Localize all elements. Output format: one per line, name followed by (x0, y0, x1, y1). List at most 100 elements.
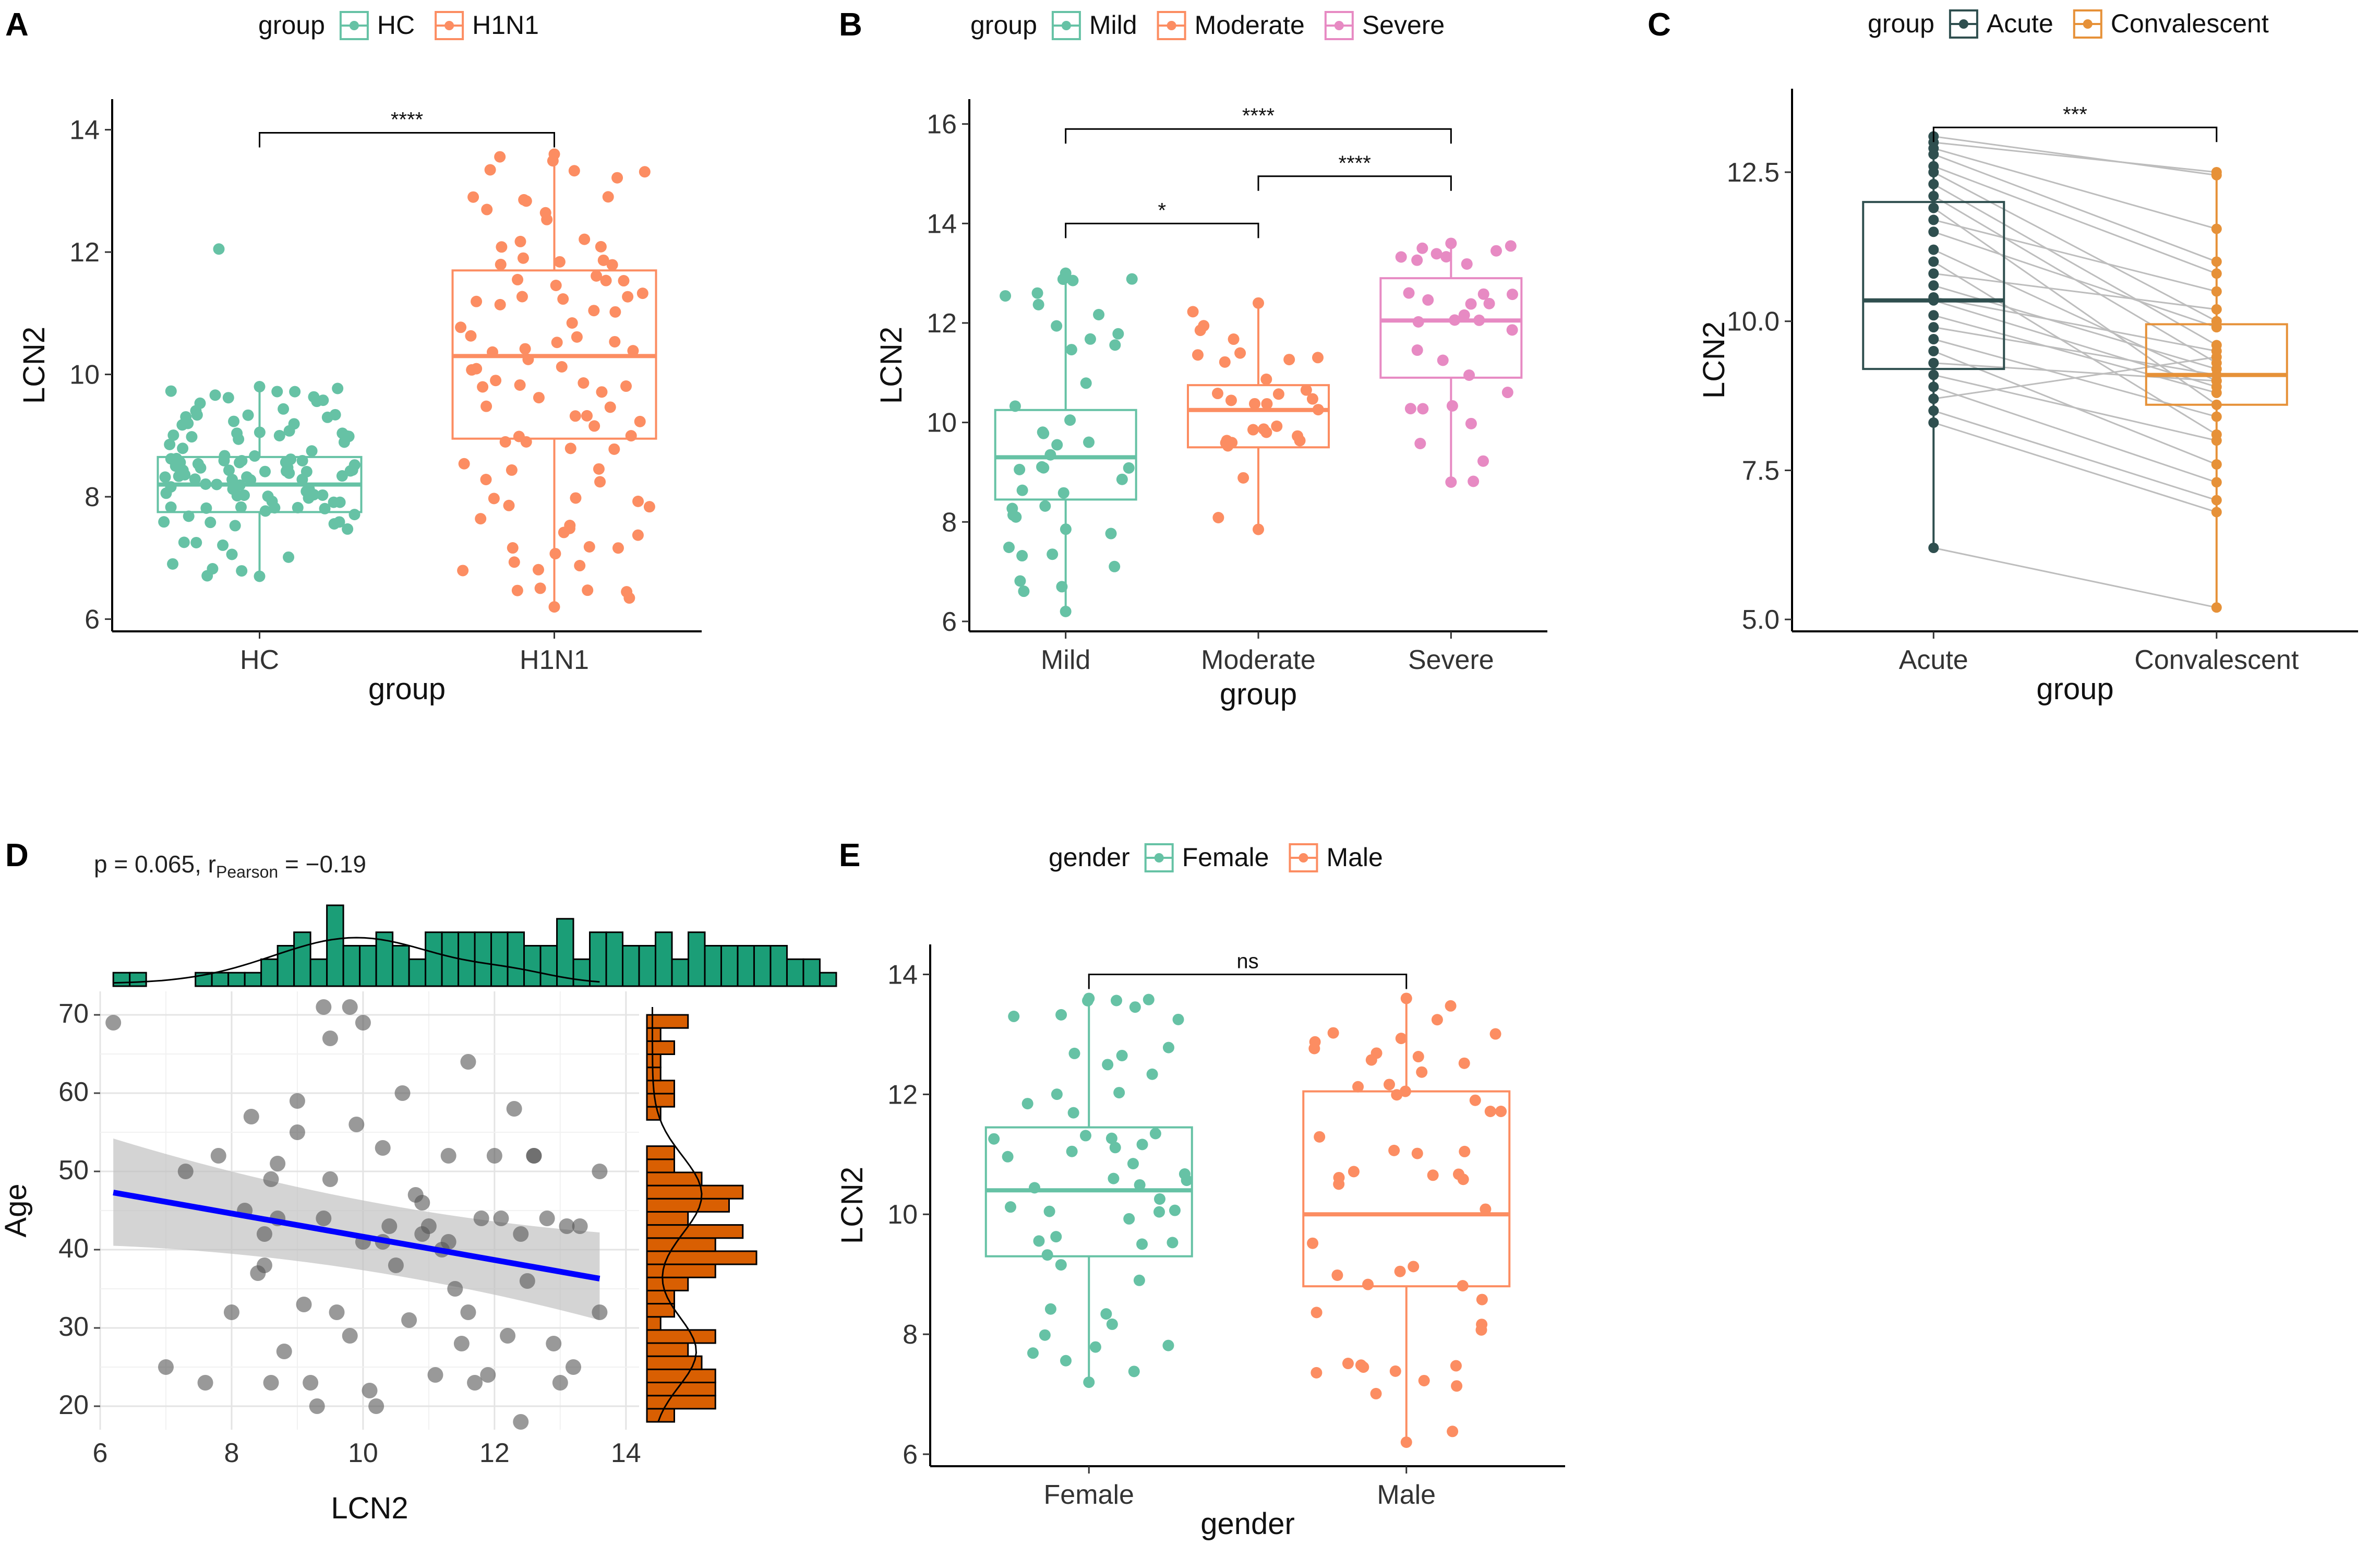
panel-a-point-hc (259, 505, 271, 517)
panel-b-point-moderate (1312, 352, 1324, 364)
panel-a-point-h1n1 (494, 298, 506, 310)
panel-d-right-hist-bar (646, 1093, 675, 1108)
panel-e-point-male (1451, 1380, 1463, 1392)
panel-a-legend-dot-hc (349, 21, 359, 30)
panel-d-top-hist-bar (654, 931, 673, 987)
panel-b-y-tick-label: 12 (927, 308, 957, 339)
panel-d-top-hist-bar (539, 945, 558, 987)
panel-c-point-convalescent (2211, 459, 2222, 470)
panel-c-point-acute (1928, 357, 1939, 368)
panel-b-point-mild (1016, 484, 1028, 496)
panel-d-scatter-point (566, 1359, 582, 1375)
panel-b-point-moderate (1261, 398, 1273, 410)
panel-b-point-mild (1032, 298, 1044, 310)
panel-b-point-mild (1060, 267, 1072, 279)
panel-e-point-female (1179, 1168, 1191, 1180)
panel-d-scatter-point (460, 1304, 476, 1320)
panel-b-legend-dot-mild (1061, 21, 1071, 30)
panel-d-top-hist-bar (392, 945, 410, 987)
panel-d-scatter-point (342, 1328, 358, 1344)
panel-a-point-h1n1 (596, 386, 608, 398)
panel-b-point-severe (1411, 344, 1423, 356)
panel-a-point-hc (296, 454, 308, 466)
panel-e-point-male (1355, 1359, 1367, 1371)
panel-d-top-hist-bar (523, 945, 542, 987)
panel-e-point-female (1067, 1107, 1079, 1119)
panel-letter-a: A (5, 7, 29, 43)
panel-a-y-axis-title: LCN2 (17, 327, 51, 404)
panel-e-point-female (1162, 1041, 1174, 1053)
panel-d-scatter-point (256, 1226, 272, 1242)
panel-a-point-hc (190, 536, 202, 548)
panel-e-point-male (1399, 1085, 1411, 1097)
panel-d-x-tick-label: 14 (611, 1438, 641, 1468)
panel-b-point-severe (1463, 369, 1475, 381)
panel-b-point-mild (1014, 463, 1026, 475)
panel-b-point-moderate (1300, 384, 1312, 396)
panel-b-point-moderate (1221, 435, 1233, 447)
panel-a-point-h1n1 (582, 584, 594, 596)
panel-b-point-moderate (1283, 354, 1295, 366)
panel-a-point-h1n1 (503, 499, 515, 511)
panel-d-scatter-point (197, 1375, 213, 1391)
panel-b-point-severe (1465, 417, 1477, 429)
panel-b-point-severe (1477, 288, 1489, 300)
panel-a-point-hc (223, 464, 235, 476)
panel-b-point-severe (1431, 248, 1443, 260)
panel-a-point-h1n1 (496, 241, 508, 253)
panel-b-point-mild (1123, 462, 1135, 474)
panel-d-right-hist-bar (646, 1237, 716, 1252)
panel-b-point-mild (1036, 461, 1048, 473)
panel-d-top-hist-bar (326, 904, 344, 987)
panel-d-right-hist-bar (646, 1250, 758, 1265)
panel-e-point-male (1391, 1089, 1403, 1101)
panel-b-point-moderate (1237, 472, 1249, 484)
panel-b-legend-key-severe (1324, 11, 1354, 40)
panel-c-point-acute (1928, 167, 1939, 177)
panel-d-scatter-point (480, 1367, 496, 1383)
panel-e-point-male (1342, 1358, 1354, 1370)
panel-d-scatter-point (243, 1109, 259, 1124)
panel-a-point-h1n1 (471, 295, 483, 307)
panel-e-point-female (1127, 1158, 1139, 1170)
panel-a-point-h1n1 (514, 235, 526, 247)
panel-a-point-hc (190, 405, 202, 417)
panel-d-chart: p = 0.065, rPearson = −0.19 6 8 10 12 14 20 30 4… (0, 851, 837, 1525)
panel-a-point-h1n1 (490, 375, 502, 387)
panel-e-point-male (1431, 1014, 1443, 1026)
panel-a-point-hc (183, 510, 195, 522)
panel-a-point-h1n1 (484, 164, 496, 176)
panel-a-point-h1n1 (634, 415, 646, 427)
panel-b-point-mild (1084, 333, 1096, 345)
panel-a-point-h1n1 (622, 291, 634, 303)
panel-e-point-male (1489, 1028, 1501, 1040)
panel-a-point-hc (333, 516, 345, 528)
panel-e-point-female (1008, 1010, 1020, 1022)
panel-c-x-axis-title: group (2036, 672, 2113, 706)
panel-e-point-male (1388, 1144, 1400, 1156)
panel-c-point-convalescent (2211, 507, 2222, 518)
panel-letter-e: E (839, 837, 860, 873)
panel-d-y-axis-title: Age (0, 1183, 33, 1237)
panel-b-point-moderate (1187, 306, 1199, 318)
panel-c-point-acute (1928, 369, 1939, 380)
panel-letter-d: D (5, 837, 29, 873)
panel-b-box-mild (994, 409, 1137, 501)
panel-b-point-mild (1105, 528, 1117, 540)
panel-b-point-severe (1506, 324, 1518, 336)
panel-b-chart: group Mild Moderate Severe 6 8 10 12 14 16 Mild Mod… (874, 10, 1547, 711)
panel-a-point-h1n1 (571, 331, 583, 343)
panel-c-point-convalescent (2211, 256, 2222, 267)
panel-a-point-h1n1 (595, 241, 607, 253)
panel-e-point-male (1469, 1094, 1481, 1106)
panel-c-pair-line (1933, 362, 2217, 382)
panel-a-point-hc (158, 516, 170, 528)
panel-d-scatter-point (513, 1226, 529, 1242)
panel-b-y-axis-title: LCN2 (874, 327, 908, 404)
panel-b-y-tick-label: 6 (942, 607, 957, 637)
panel-a-point-h1n1 (602, 191, 614, 203)
panel-e-point-female (1162, 1339, 1174, 1351)
panel-c-point-acute (1928, 214, 1939, 225)
panel-e-point-female (1105, 1132, 1117, 1144)
panel-d-x-axis-title: LCN2 (331, 1491, 408, 1525)
